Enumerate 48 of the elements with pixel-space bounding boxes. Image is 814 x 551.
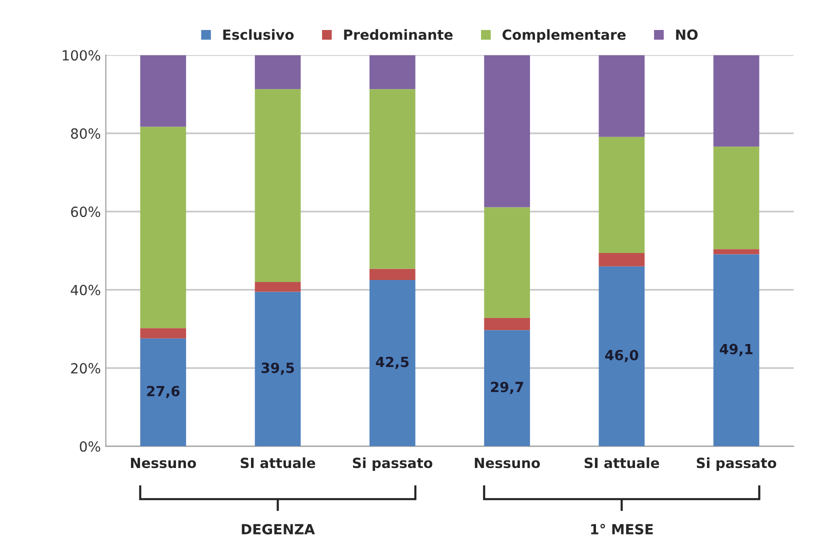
data-label: 39,5 [262, 362, 294, 375]
y-tick-label: 20% [71, 363, 100, 374]
bar [254, 282, 301, 292]
data-label: 46,0 [605, 350, 638, 362]
bar [713, 55, 760, 147]
bar [369, 55, 416, 90]
bar [140, 338, 186, 446]
y-tick-label: 80% [71, 128, 100, 139]
x-tick-label: SI attuale [584, 457, 660, 468]
x-tick-label: Nessuno [474, 458, 540, 468]
data-label: 49,1 [720, 344, 753, 356]
bar [484, 318, 530, 330]
bar [598, 266, 645, 446]
bar [369, 89, 416, 269]
legend-label: NO [676, 29, 698, 40]
text: 1° MESE [591, 524, 653, 534]
bar [484, 55, 530, 208]
text: DEGENZA [242, 524, 315, 534]
bar [254, 55, 301, 90]
x-tick-label: Si passato [352, 457, 432, 471]
bar [254, 292, 301, 446]
bar [713, 254, 760, 446]
bar [140, 126, 186, 328]
bar [713, 146, 760, 250]
legend-label: Complementare [502, 29, 626, 43]
data-label: 42,5 [376, 356, 409, 369]
x-tick-label: Si passato [696, 457, 776, 471]
y-tick-label: 0% [80, 441, 100, 452]
bar [369, 280, 416, 446]
legend-label: Esclusivo [223, 29, 294, 40]
bar [713, 249, 760, 254]
data-label: 27,6 [147, 386, 180, 398]
bar [254, 89, 301, 282]
bar [140, 55, 186, 127]
legend-label: Predominante [344, 29, 453, 40]
bar [598, 253, 645, 266]
x-tick-label: Nessuno [130, 458, 196, 468]
data-label: 29,7 [491, 382, 524, 394]
y-tick-label: 60% [71, 206, 100, 218]
bar [484, 330, 530, 446]
bar [140, 328, 186, 338]
bar [484, 207, 530, 318]
x-tick-label: SI attuale [240, 457, 316, 468]
bar [598, 136, 645, 254]
y-tick-label: 100% [62, 50, 100, 61]
bar [598, 55, 645, 137]
bar [369, 268, 416, 280]
y-tick-label: 40% [70, 284, 100, 296]
